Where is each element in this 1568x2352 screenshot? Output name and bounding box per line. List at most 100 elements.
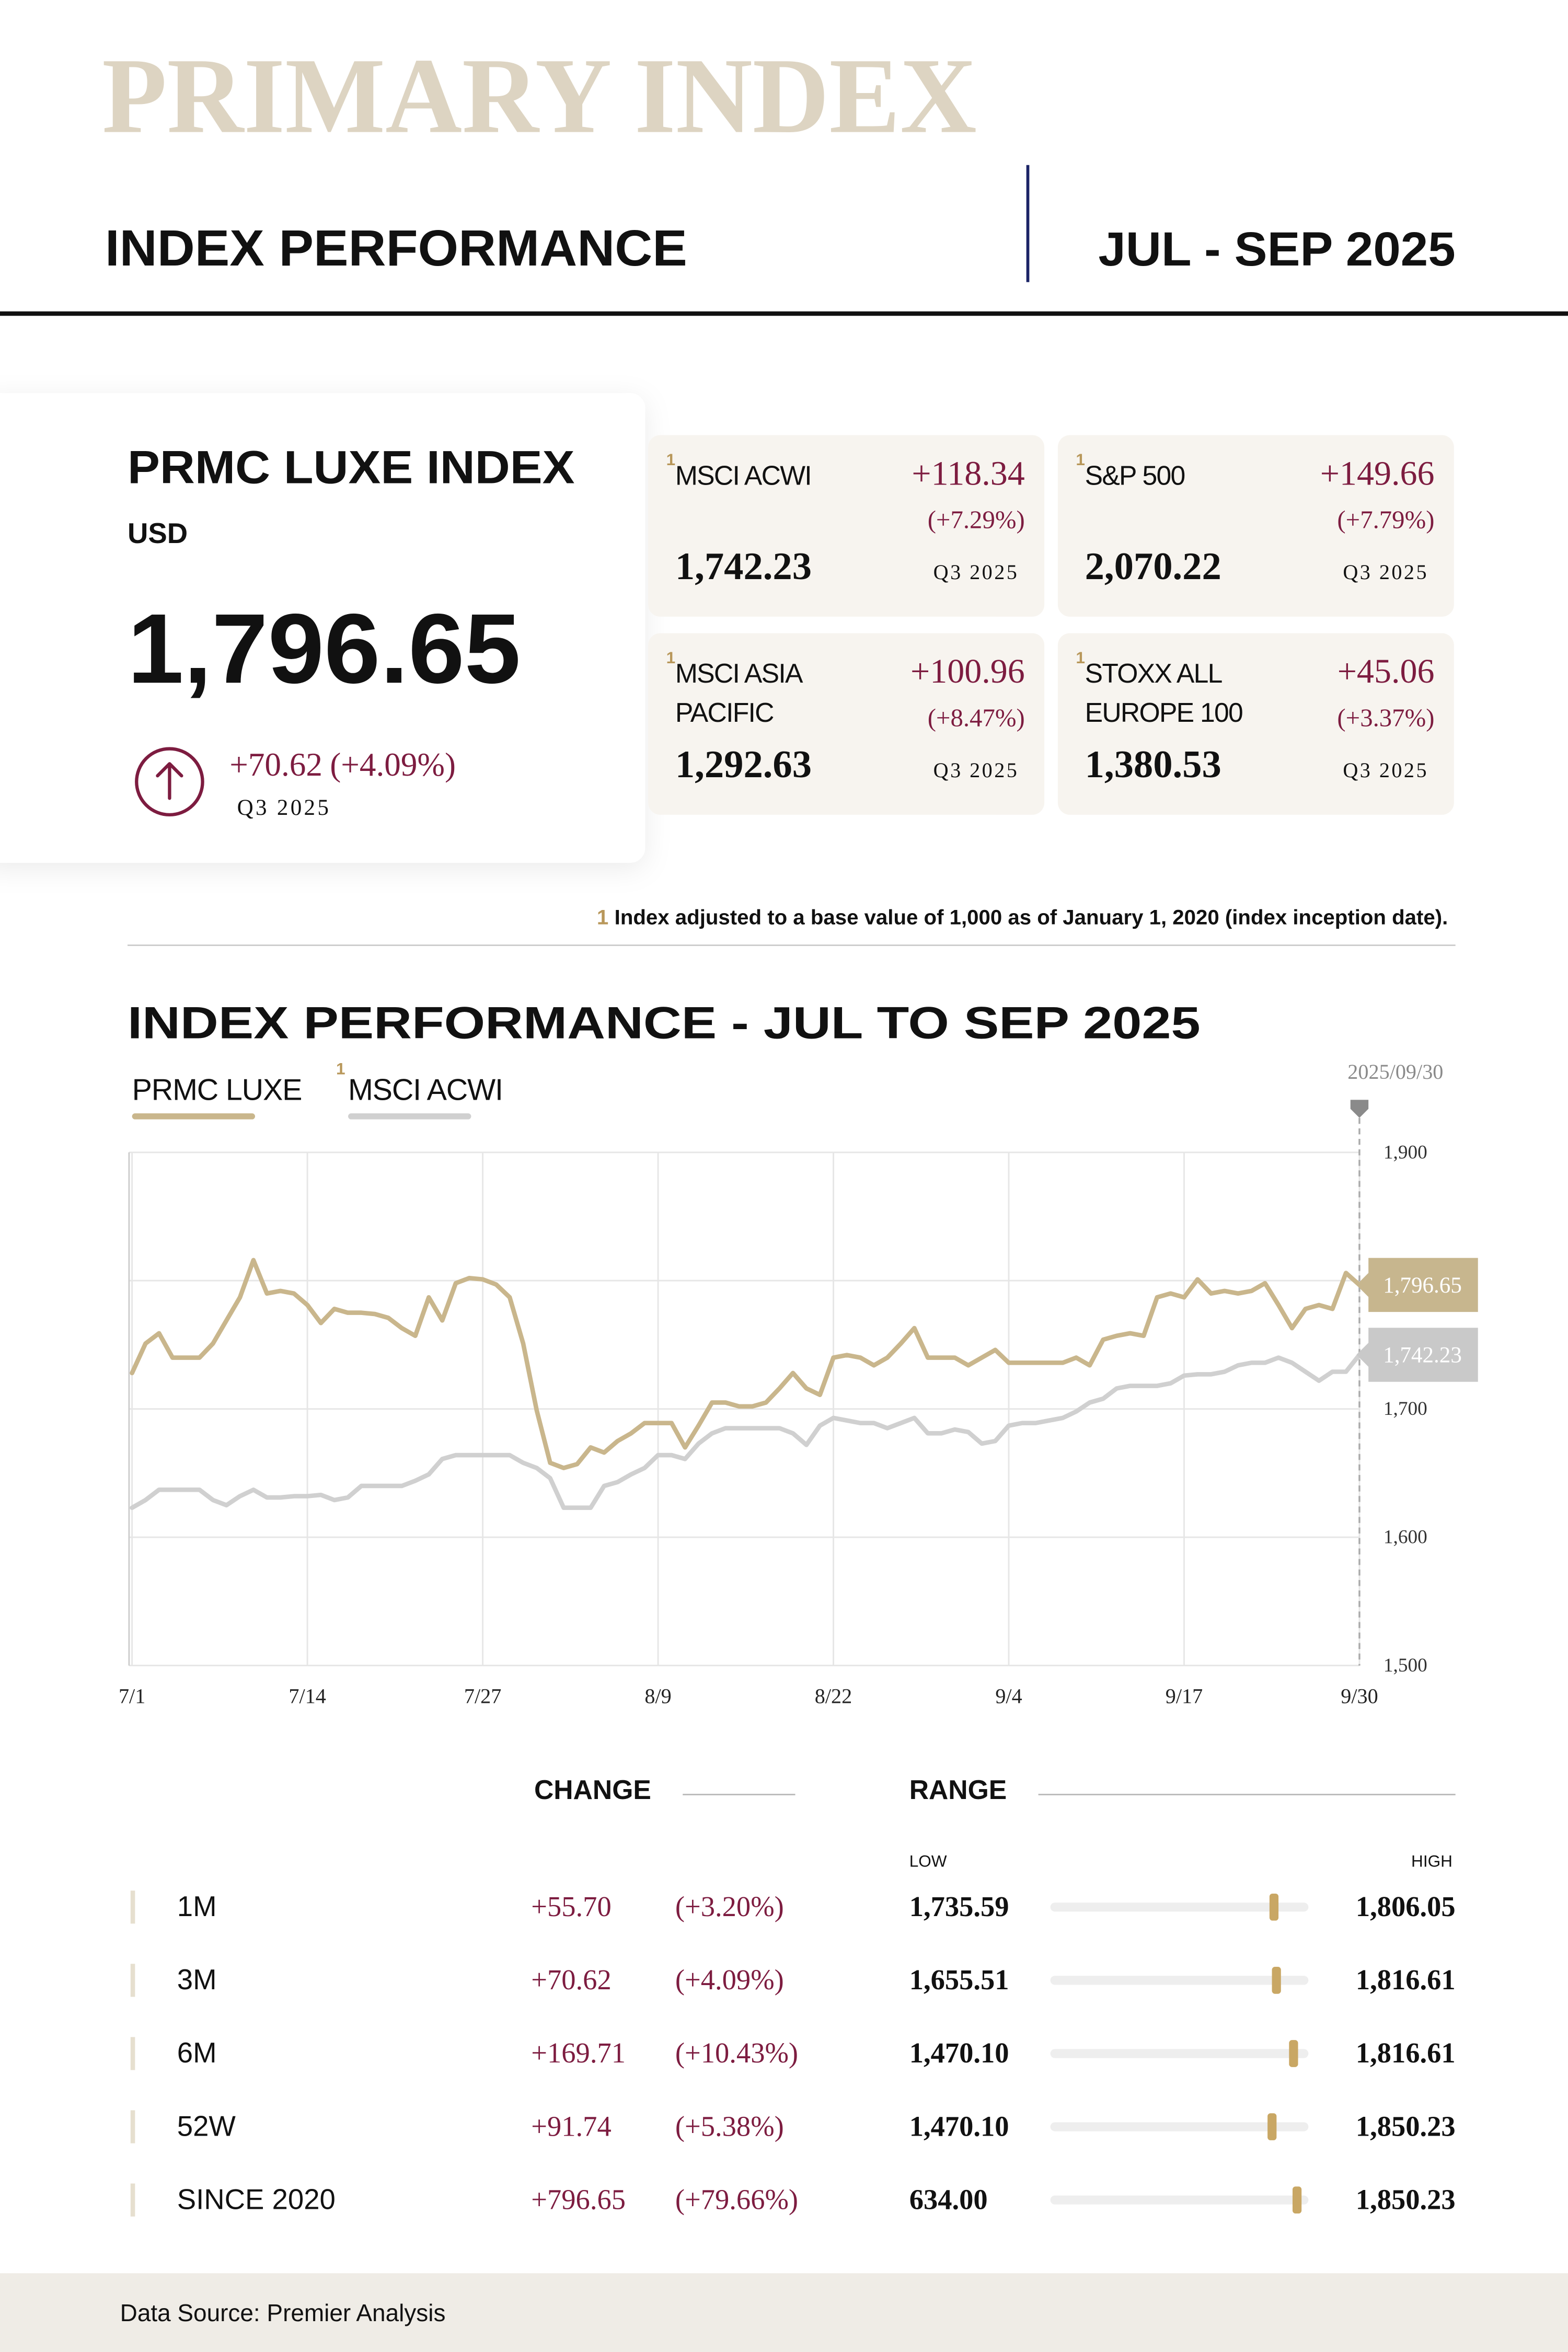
period-label: 1M — [177, 1890, 217, 1922]
data-source: Data Source: Premier Analysis — [120, 2299, 446, 2326]
period-label: 6M — [177, 2037, 217, 2069]
performance-table: 1M +55.70 (+3.20%) 1,735.59 1,806.05 3M +70.62… — [130, 1890, 1456, 2217]
index-name: MSCI ASIA — [675, 658, 803, 688]
period: JUL - SEP 2025 — [1098, 223, 1455, 276]
page-title: INDEX PERFORMANCE — [105, 220, 687, 276]
footnote: 1 Index adjusted to a base value of 1,000… — [597, 905, 1448, 929]
range-low: 634.00 — [909, 2183, 988, 2215]
index-name: MSCI ACWI — [675, 460, 811, 490]
y-tick-label: 1,600 — [1383, 1527, 1427, 1548]
up-icon — [135, 747, 204, 817]
footer-band — [0, 2273, 1568, 2352]
range-high: 1,816.61 — [1356, 1964, 1456, 1996]
range-header: RANGE — [909, 1774, 1007, 1805]
range-track — [1050, 1976, 1309, 1985]
footnote-marker: 1 — [666, 450, 676, 469]
y-tick-label: 1,700 — [1383, 1398, 1427, 1420]
row-accent — [130, 1964, 135, 1997]
index-value: 1,292.63 — [675, 743, 812, 786]
range-track — [1050, 2195, 1309, 2205]
footnote-marker: 1 — [666, 648, 676, 667]
row-accent — [130, 2183, 135, 2217]
range-marker — [1289, 2040, 1298, 2067]
index-card — [648, 633, 1045, 815]
footnote-text: Index adjusted to a base value of 1,000 … — [615, 905, 1448, 929]
range-track — [1050, 1903, 1309, 1912]
x-tick-label: 9/30 — [1341, 1684, 1378, 1708]
index-change: +45.06 — [1338, 652, 1435, 690]
x-tick-label: 7/27 — [464, 1684, 501, 1708]
y-tick-label: 1,500 — [1383, 1655, 1427, 1676]
index-period: Q3 2025 — [933, 758, 1019, 782]
footnote-marker: 1 — [336, 1059, 345, 1078]
range-marker — [1269, 1893, 1279, 1921]
index-card — [1057, 633, 1454, 815]
footnote-marker: 1 — [597, 905, 608, 929]
footnote-marker: 1 — [1076, 648, 1085, 667]
index-name: PACIFIC — [675, 697, 774, 728]
period-label: 52W — [177, 2110, 236, 2142]
index-name: STOXX ALL — [1085, 658, 1223, 688]
end-badge — [1356, 1258, 1478, 1312]
date-marker — [1350, 1100, 1369, 1118]
range-marker — [1292, 2186, 1302, 2214]
change-pct: (+3.20%) — [675, 1890, 784, 1922]
range-low: 1,470.10 — [909, 2110, 1009, 2142]
low-header: LOW — [909, 1851, 947, 1870]
range-low: 1,470.10 — [909, 2037, 1009, 2069]
change-pct: (+4.09%) — [675, 1964, 784, 1996]
main-card — [0, 393, 645, 863]
index-period: Q3 2025 — [933, 560, 1019, 584]
index-period: Q3 2025 — [1343, 758, 1428, 782]
row-accent — [130, 2110, 135, 2143]
main-change: +70.62 (+4.09%) — [229, 746, 456, 783]
line-series — [130, 1352, 1362, 1511]
main-period: Q3 2025 — [237, 795, 331, 820]
x-tick-label: 7/1 — [119, 1684, 145, 1708]
legend-label: PRMC LUXE — [132, 1073, 302, 1106]
change-pct: (+5.38%) — [675, 2110, 784, 2142]
range-high: 1,816.61 — [1356, 2037, 1456, 2069]
end-label: 1,742.23 — [1383, 1343, 1462, 1367]
index-change-pct: (+3.37%) — [1337, 704, 1434, 732]
change: +55.70 — [531, 1890, 611, 1922]
range-low: 1,735.59 — [909, 1890, 1009, 1922]
index-change: +149.66 — [1320, 454, 1435, 492]
change: +796.65 — [531, 2183, 626, 2215]
main-value: 1,796.65 — [128, 593, 521, 704]
line-series — [130, 1258, 1362, 1470]
index-name: EUROPE 100 — [1085, 697, 1242, 728]
period-label: 3M — [177, 1964, 217, 1996]
high-header: HIGH — [1411, 1851, 1452, 1870]
change-pct: (+10.43%) — [675, 2037, 798, 2069]
chart-title: INDEX PERFORMANCE - JUL TO SEP 2025 — [128, 998, 1201, 1048]
brand: PRIMARY INDEX — [102, 36, 977, 156]
footnote-marker: 1 — [1076, 450, 1085, 469]
change-header: CHANGE — [534, 1774, 651, 1805]
index-value: 2,070.22 — [1085, 545, 1221, 588]
currency: USD — [128, 517, 188, 549]
legend-label: MSCI ACWI — [348, 1073, 503, 1106]
x-tick-label: 9/4 — [995, 1684, 1022, 1708]
range-marker — [1272, 1967, 1281, 1994]
change: +70.62 — [531, 1964, 611, 1996]
index-change-pct: (+7.29%) — [928, 506, 1025, 534]
line-chart: 7/1 7/14 7/27 8/9 8/22 9/4 9/17 9/301,500 1,600 1… — [119, 1059, 1478, 1708]
row-accent — [130, 1890, 135, 1924]
range-track — [1050, 2049, 1309, 2058]
y-tick-label: 1,900 — [1383, 1142, 1427, 1163]
range-marker — [1267, 2113, 1277, 2140]
row-accent — [130, 2037, 135, 2070]
change-pct: (+79.66%) — [675, 2183, 798, 2215]
x-tick-label: 8/22 — [815, 1684, 852, 1708]
end-badge — [1356, 1328, 1478, 1382]
change: +91.74 — [531, 2110, 611, 2142]
index-change: +118.34 — [912, 454, 1024, 492]
range-high: 1,850.23 — [1356, 2110, 1456, 2142]
change: +169.71 — [531, 2037, 626, 2069]
index-name: S&P 500 — [1085, 460, 1185, 490]
range-high: 1,806.05 — [1356, 1890, 1456, 1922]
change-pct: (+4.09%) — [330, 746, 456, 783]
